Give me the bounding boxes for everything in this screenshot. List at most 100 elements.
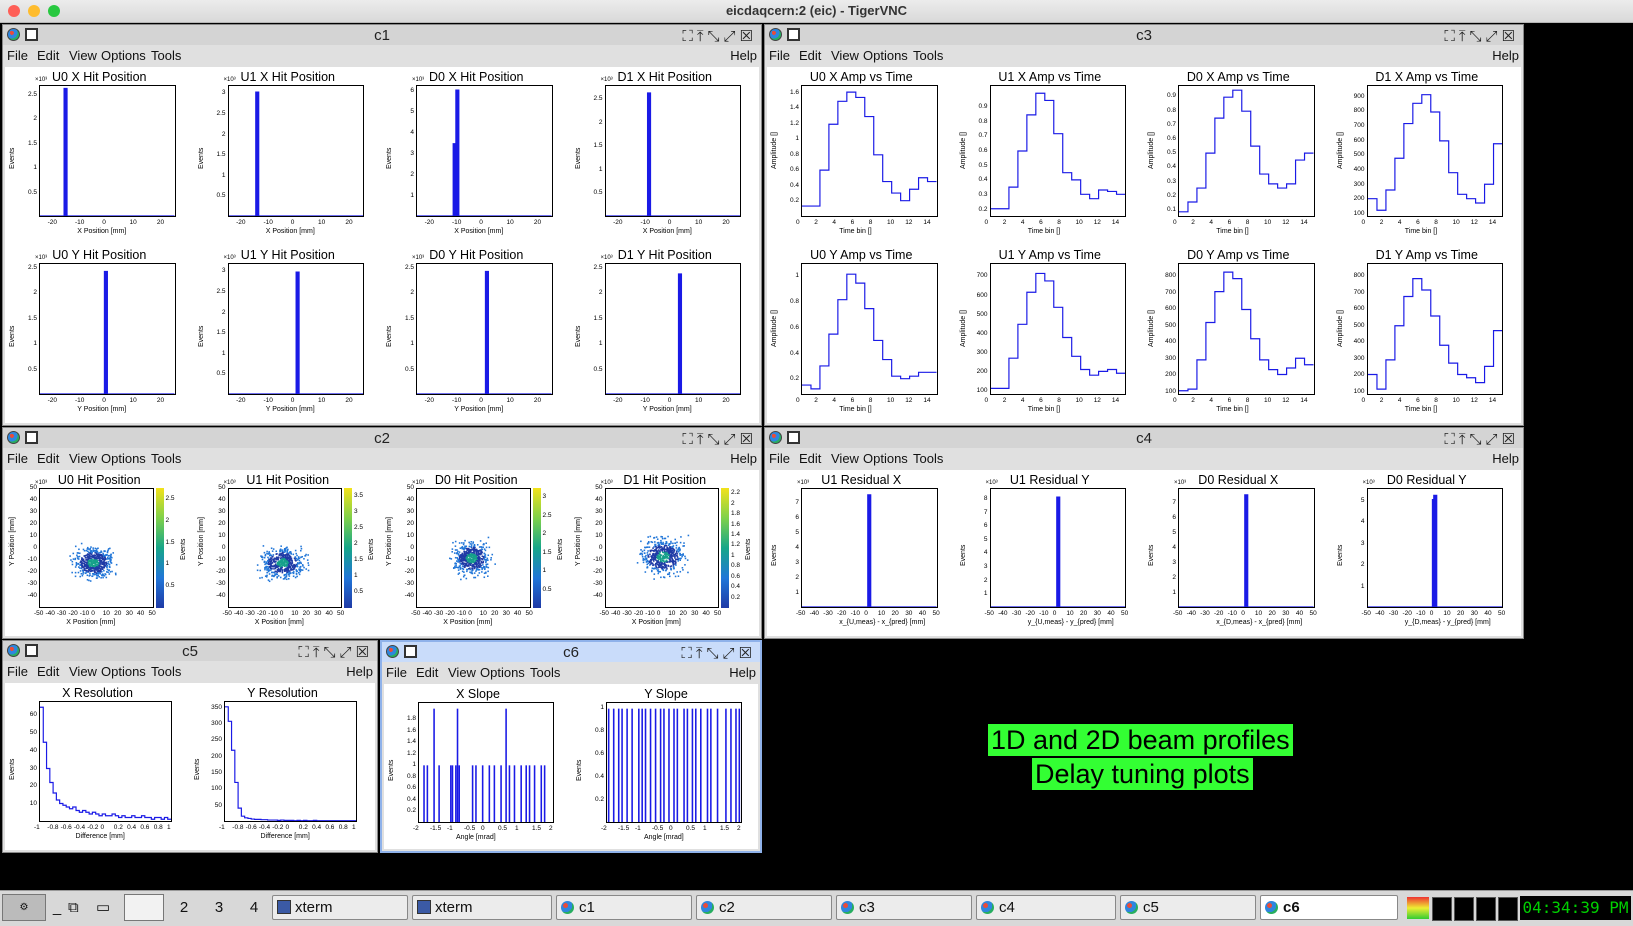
y-tick-label: 1 [600,703,604,711]
menu-edit[interactable]: Edit [37,48,60,63]
menu-file[interactable]: File [386,665,407,680]
menu-view[interactable]: View [831,451,859,466]
hit-pixel [453,552,456,554]
hit-pixel [481,567,483,569]
menu-help[interactable]: Help [730,48,757,63]
close-traffic-light[interactable] [8,5,20,17]
y-axis-label: Events [388,759,395,781]
y-axis-label: Events [194,758,201,780]
window-list-icon[interactable]: ⧉ [68,899,79,916]
menu-edit[interactable]: Edit [37,451,60,466]
window-control-icons[interactable]: ⛶⤒⤡⤢☒ [1444,27,1519,45]
x-tick-label: 4 [1020,397,1025,404]
menu-file[interactable]: File [769,48,790,63]
menu-options[interactable]: Options [863,451,908,466]
menu-file[interactable]: File [7,664,28,679]
taskbar-c5[interactable]: c5 [1120,895,1256,920]
window-menu-icon[interactable] [25,644,38,657]
root-logo-icon[interactable] [7,431,20,444]
hit-pixel [480,566,482,569]
y-tick-label: 10 [29,800,37,808]
window-control-icons[interactable]: ⛶⤒⤡⤢☒ [298,643,373,661]
menu-options[interactable]: Options [101,48,146,63]
start-menu-button[interactable]: ⚙ [2,894,46,921]
menu-tools[interactable]: Tools [913,48,944,63]
hit-pixel [477,559,479,561]
desk-2[interactable]: 2 [179,899,189,916]
window-control-icons[interactable]: ⛶⤒⤡⤢☒ [1444,430,1519,448]
minimize-all-button[interactable]: _ [52,899,62,916]
hit-pixel [471,568,474,570]
root-logo-icon[interactable] [769,28,782,41]
menu-help[interactable]: Help [1492,451,1519,466]
menu-tools[interactable]: Tools [151,48,182,63]
menu-help[interactable]: Help [730,451,757,466]
hit-pixel [295,554,298,557]
x-tick-label: 0.6 [325,824,335,831]
hit-pixel [652,558,654,561]
menu-edit[interactable]: Edit [799,451,822,466]
menu-options[interactable]: Options [863,48,908,63]
taskbar-c1[interactable]: c1 [556,895,692,920]
menu-tools[interactable]: Tools [913,451,944,466]
menu-edit[interactable]: Edit [799,48,822,63]
taskbar-xterm-1[interactable]: xterm [272,895,408,920]
window-control-icons[interactable]: ⛶⤒⤡⤢☒ [682,27,757,45]
menu-help[interactable]: Help [729,665,756,680]
hit-pixel [296,563,298,565]
menu-file[interactable]: File [7,451,28,466]
window-menu-icon[interactable] [787,28,800,41]
window-menu-icon[interactable] [404,645,417,658]
menu-view[interactable]: View [69,664,97,679]
menu-view[interactable]: View [69,48,97,63]
menu-file[interactable]: File [7,48,28,63]
window-menu-icon[interactable] [25,28,38,41]
menu-file[interactable]: File [769,451,790,466]
taskbar-xterm-2[interactable]: xterm [412,895,552,920]
hit-pixel [679,570,681,573]
menu-edit[interactable]: Edit [416,665,439,680]
root-logo-icon[interactable] [386,645,399,658]
desktop-icon[interactable]: ▭ [96,899,111,916]
hit-pixel [256,564,258,566]
hit-pixel [656,572,659,575]
taskbar-c2[interactable]: c2 [696,895,832,920]
x-tick-label: -30 [1388,610,1399,617]
root-logo-icon[interactable] [7,28,20,41]
menu-tools[interactable]: Tools [530,665,561,680]
root-logo-icon[interactable] [769,431,782,444]
plot-title: X Slope [456,687,500,701]
window-control-icons[interactable]: ⛶⤒⤡⤢☒ [681,644,756,662]
window-control-icons[interactable]: ⛶⤒⤡⤢☒ [682,430,757,448]
menu-view[interactable]: View [69,451,97,466]
menu-tools[interactable]: Tools [151,664,182,679]
hit-pixel [297,556,299,558]
menu-help[interactable]: Help [1492,48,1519,63]
z-tick-label: 2.5 [542,511,552,519]
plot-title: D0 Hit Position [434,473,518,487]
taskbar-c6[interactable]: c6 [1260,895,1398,920]
menu-options[interactable]: Options [101,664,146,679]
desk-3[interactable]: 3 [214,899,224,916]
hit-pixel [280,562,282,564]
menu-view[interactable]: View [831,48,859,63]
window-menu-icon[interactable] [787,431,800,444]
taskbar-c3[interactable]: c3 [836,895,972,920]
hit-pixel [469,571,471,574]
minimize-traffic-light[interactable] [28,5,40,17]
root-logo-icon[interactable] [7,644,20,657]
taskbar-c4[interactable]: c4 [976,895,1116,920]
menu-tools[interactable]: Tools [151,451,182,466]
menu-edit[interactable]: Edit [37,664,60,679]
hit-pixel [107,561,110,563]
menu-help[interactable]: Help [346,664,373,679]
menu-view[interactable]: View [448,665,476,680]
desk-4[interactable]: 4 [249,899,259,916]
y-tick-label: 0.9 [978,103,988,110]
menu-options[interactable]: Options [101,451,146,466]
zoom-traffic-light[interactable] [48,5,60,17]
window-menu-icon[interactable] [25,431,38,444]
hit-pixel [671,563,674,565]
pager-icon[interactable] [124,894,164,921]
menu-options[interactable]: Options [480,665,525,680]
